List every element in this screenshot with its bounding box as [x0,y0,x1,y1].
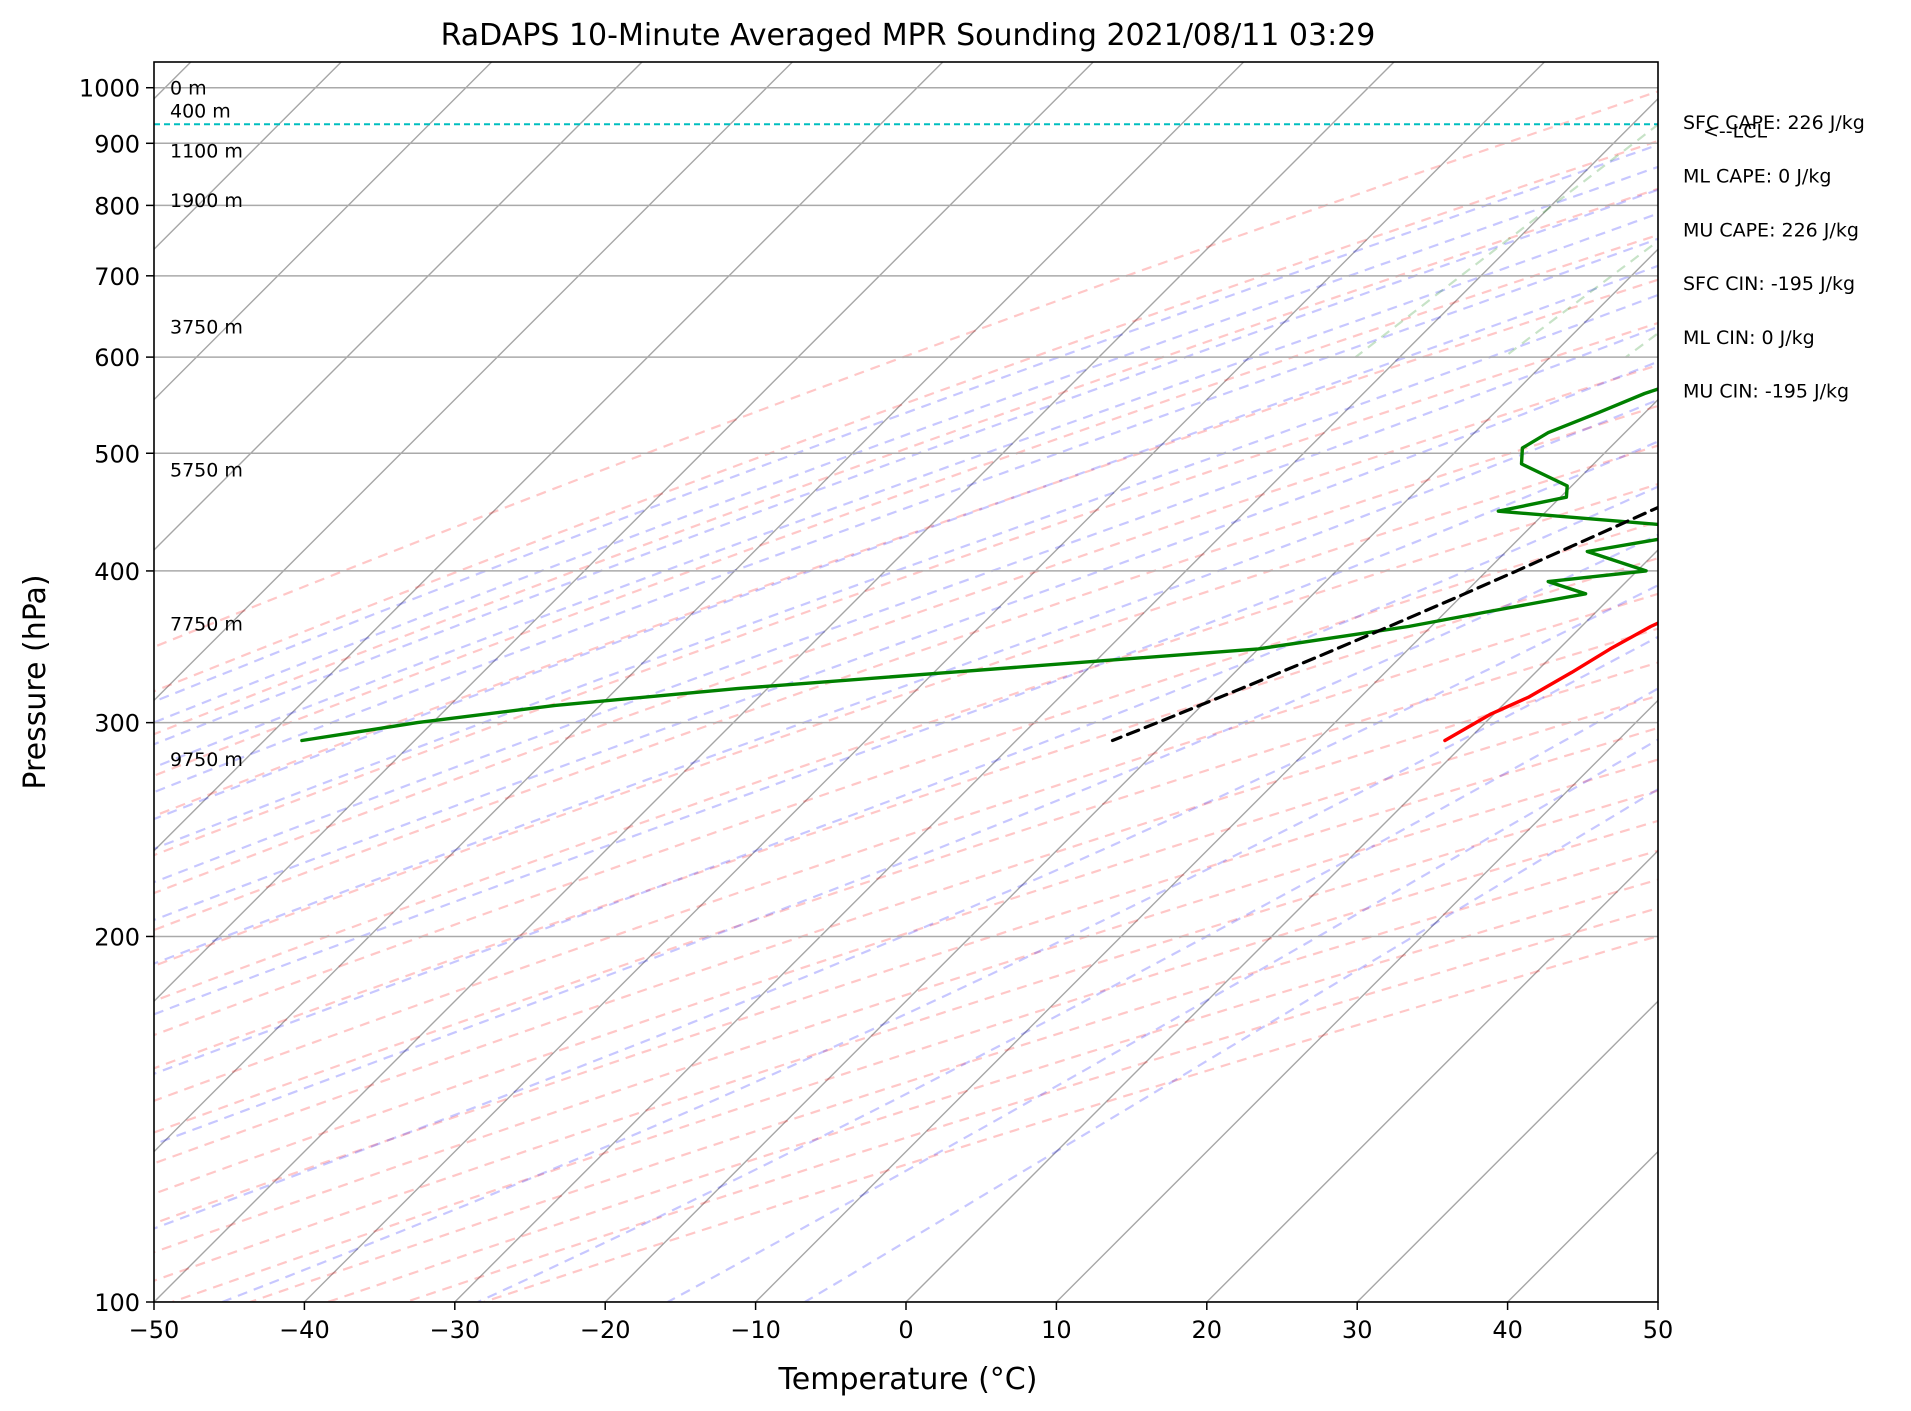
isotherm-line [304,62,1544,1302]
plot-frame [154,62,1658,1302]
isotherm-line [455,62,1695,1302]
isotherm-line [154,62,1394,1302]
dry-adiabat [16,62,1911,1302]
height-label: 3750 m [170,316,243,338]
background-lines [0,62,1911,1302]
y-tick-label: 600 [94,344,140,372]
mixing-ratio-line [1626,62,1911,357]
y-tick-label: 300 [94,710,140,738]
x-tick-label: −10 [730,1316,781,1344]
mixing-ratio-line [1869,62,1911,357]
stat-label: SFC CIN: -195 J/kg [1683,273,1855,295]
x-tick-label: 50 [1643,1316,1674,1344]
height-label: 9750 m [170,749,243,771]
height-label: 7750 m [170,614,243,636]
moist-adiabat [668,62,1911,1302]
x-tick-label: −50 [129,1316,180,1344]
height-label: 0 m [170,78,207,100]
isotherm-line [0,62,1093,1302]
y-tick-label: 700 [94,263,140,291]
dry-adiabat [250,62,1911,1302]
isotherm-line [4,62,1244,1302]
x-tick-label: 20 [1192,1316,1223,1344]
chart-title: RaDAPS 10-Minute Averaged MPR Sounding 2… [441,18,1376,53]
isotherm-line [1508,62,1911,1302]
x-tick-label: 10 [1041,1316,1072,1344]
height-label: 400 m [170,100,231,122]
y-tick-label: 100 [94,1289,140,1317]
mixing-ratio-line [1356,62,1740,357]
y-axis-label: Pressure (hPa) [18,574,53,789]
height-label: 5750 m [170,459,243,481]
dry-adiabat [328,62,1911,1302]
isotherm-line [0,62,492,1302]
x-tick-label: −40 [279,1316,330,1344]
stat-label: MU CAPE: 226 J/kg [1683,219,1859,241]
mixing-ratio-line [1504,62,1897,357]
axis-ticks: −50 −40 −30 −20 −10 0 10 20 30 40 50 100 200 300 400 50… [79,75,1673,1344]
x-axis-label: Temperature (°C) [778,1362,1038,1397]
series-line-1 [1445,88,1911,741]
x-tick-label: 30 [1342,1316,1373,1344]
stat-label: ML CIN: 0 J/kg [1683,327,1815,349]
x-tick-label: −30 [429,1316,480,1344]
moist-adiabat [478,62,1911,1302]
isotherm-line [1658,62,1911,1302]
x-tick-label: 0 [898,1316,913,1344]
stat-label: MU CIN: -195 J/kg [1683,381,1849,403]
x-tick-label: 40 [1492,1316,1523,1344]
stats-panel: SFC CAPE: 226 J/kg ML CAPE: 0 J/kg MU CAPE… [1683,112,1865,403]
isotherm-line [1808,62,1911,1302]
isotherm-line [1207,62,1911,1302]
height-label: 1100 m [170,140,243,162]
y-tick-label: 200 [94,923,140,951]
stat-label: SFC CAPE: 226 J/kg [1683,112,1865,134]
isotherm-line [1357,62,1911,1302]
isotherm-line [0,62,642,1302]
height-label: 1900 m [170,190,243,212]
x-tick-label: −20 [580,1316,631,1344]
stat-label: ML CAPE: 0 J/kg [1683,166,1831,188]
y-tick-label: 1000 [79,75,140,103]
mixing-ratio-line [1757,62,1911,357]
lcl-marker: <--LCL [154,120,1767,142]
y-tick-label: 500 [94,440,140,468]
dry-adiabat [94,62,1911,1302]
height-labels: 9750 m 7750 m 5750 m 3750 m 1900 m 1100 m 400 … [170,78,243,771]
y-tick-label: 400 [94,558,140,586]
y-tick-label: 800 [94,192,140,220]
y-tick-label: 900 [94,130,140,158]
isotherm-line [756,62,1911,1302]
